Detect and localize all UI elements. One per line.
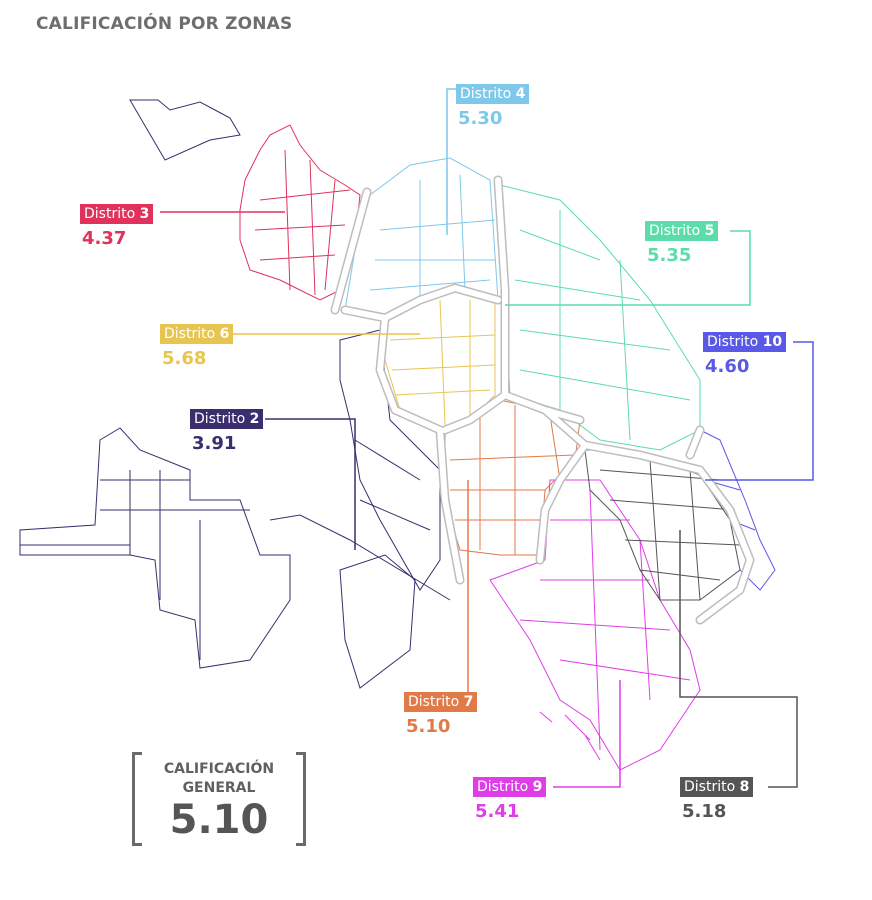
district-score: 5.18 (682, 801, 727, 822)
leader-line-10 (705, 341, 814, 481)
district-score: 5.30 (458, 108, 503, 129)
district-8-area (584, 449, 741, 601)
district-score: 4.37 (82, 228, 127, 249)
district-prefix: Distrito (164, 326, 216, 342)
district-prefix: Distrito (408, 694, 460, 710)
district-prefix: Distrito (707, 334, 759, 350)
district-number: 4 (515, 86, 526, 102)
general-score-box: CALIFICACIÓN GENERAL 5.10 (132, 752, 306, 846)
district-prefix: Distrito (649, 223, 701, 239)
map-title: CALIFICACIÓN POR ZONAS (36, 14, 293, 34)
district-prefix: Distrito (684, 779, 736, 795)
district-score: 5.35 (647, 245, 692, 266)
district-2-area (19, 99, 451, 689)
leader-line-8 (679, 530, 798, 788)
district-number: 5 (704, 223, 715, 239)
district-number: 8 (739, 779, 750, 795)
district-prefix: Distrito (84, 206, 136, 222)
district-9-area (489, 479, 701, 771)
right-bracket (296, 752, 306, 846)
district-score: 5.41 (475, 801, 520, 822)
district-8-label: Distrito 8 5.18 (680, 777, 754, 822)
district-10-label: Distrito 10 4.60 (703, 332, 787, 377)
leader-line-2 (265, 418, 356, 550)
district-9-label: Distrito 9 5.41 (473, 777, 547, 822)
district-2-label: Distrito 2 3.91 (190, 409, 264, 454)
district-6-label: Distrito 6 5.68 (160, 324, 234, 369)
district-score: 5.10 (406, 716, 451, 737)
district-score: 5.68 (162, 348, 207, 369)
district-score: 3.91 (192, 433, 237, 454)
district-number: 10 (762, 334, 783, 350)
district-number: 3 (139, 206, 150, 222)
general-score: 5.10 (169, 797, 269, 843)
district-score: 4.60 (705, 356, 750, 377)
district-prefix: Distrito (194, 411, 246, 427)
general-label-line1: CALIFICACIÓN (163, 761, 275, 777)
district-7-label: Distrito 7 5.10 (404, 692, 478, 737)
district-4-label: Distrito 4 5.30 (456, 84, 530, 129)
district-number: 7 (463, 694, 474, 710)
leader-line-5 (505, 230, 751, 306)
district-prefix: Distrito (477, 779, 529, 795)
district-3-label: Distrito 3 4.37 (80, 204, 154, 249)
district-prefix: Distrito (460, 86, 512, 102)
left-bracket (132, 752, 142, 846)
district-10-area (699, 429, 776, 591)
district-number: 9 (532, 779, 543, 795)
leader-line-9 (553, 680, 621, 788)
main-roads (330, 175, 755, 625)
district-number: 2 (249, 411, 260, 427)
leader-line-4 (446, 88, 456, 235)
district-5-label: Distrito 5 5.35 (645, 221, 719, 266)
general-label-line2: GENERAL (182, 780, 256, 796)
district-number: 6 (219, 326, 230, 342)
